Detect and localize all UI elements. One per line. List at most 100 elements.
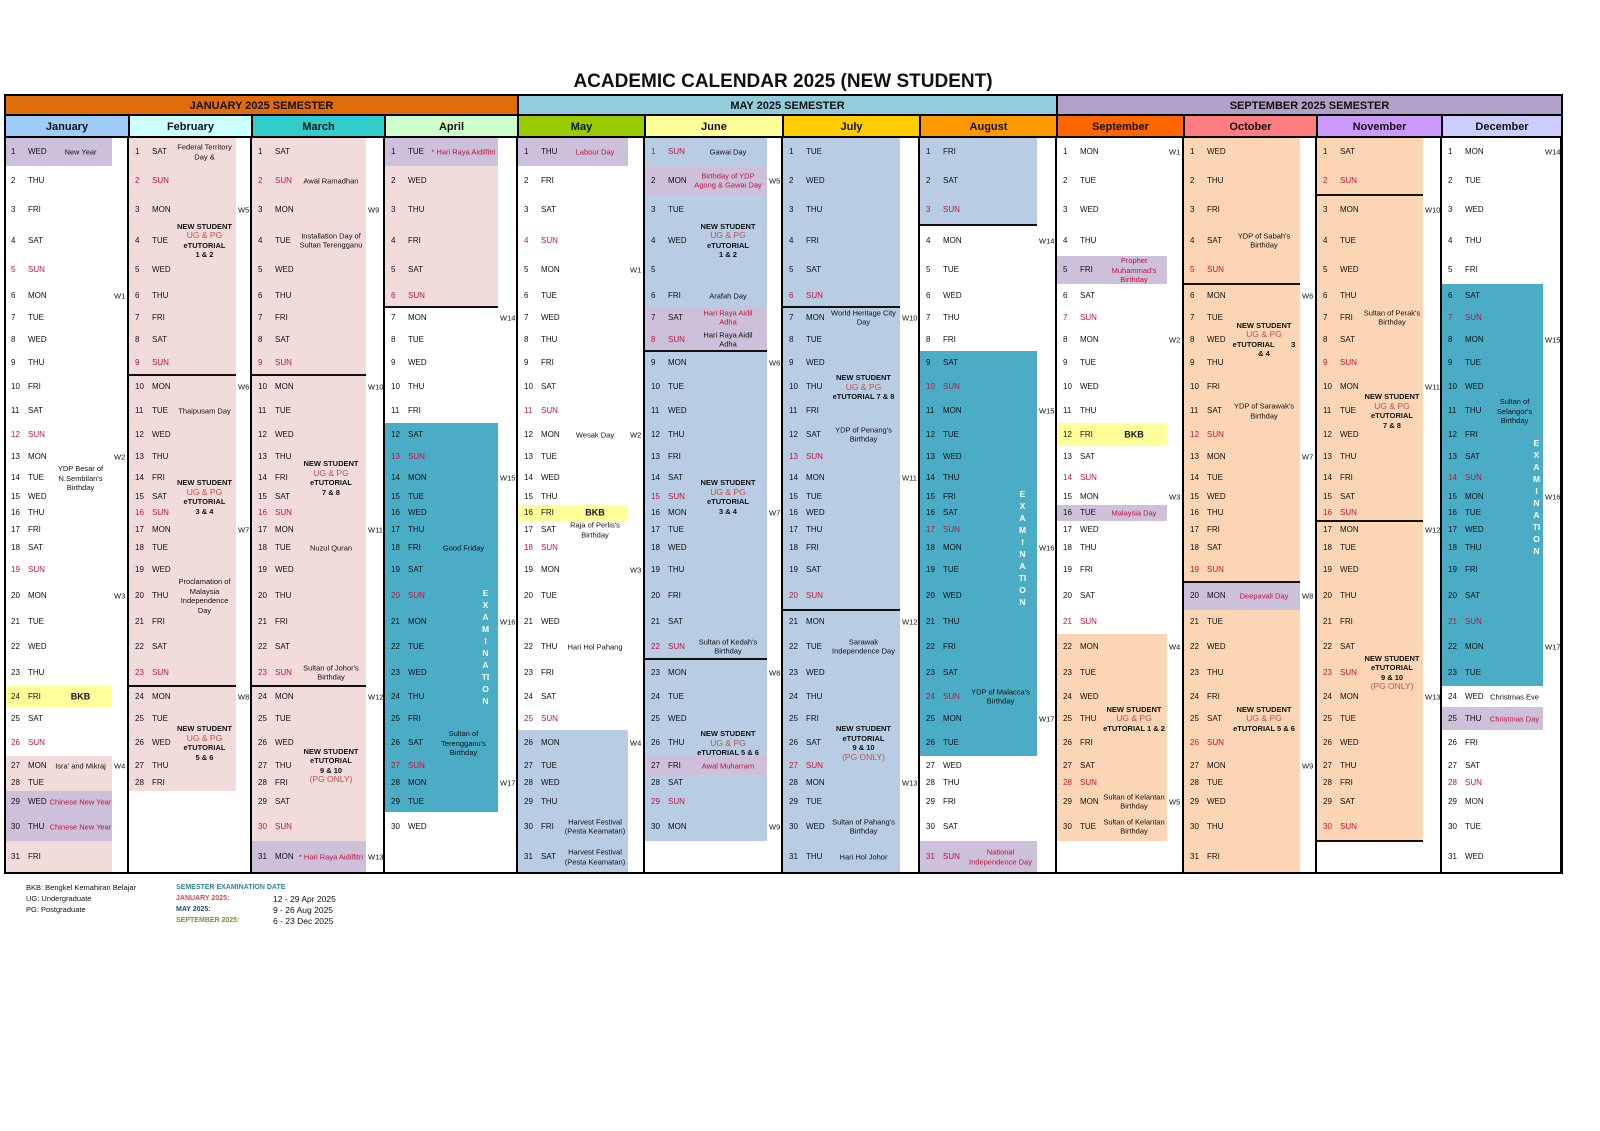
day-name: FRI bbox=[541, 508, 554, 517]
day-number: 10 bbox=[651, 382, 660, 391]
day-number: 22 bbox=[135, 641, 144, 651]
day-number: 15 bbox=[135, 492, 144, 501]
event-line: NEW STUDENT bbox=[1236, 704, 1292, 714]
shaded-range-peach bbox=[1184, 138, 1300, 582]
day-number: 30 bbox=[789, 821, 798, 831]
day-number: 5 bbox=[1063, 265, 1068, 274]
day-number: 20 bbox=[1190, 591, 1199, 600]
day-number: 16 bbox=[524, 508, 533, 517]
day-number: 10 bbox=[524, 382, 533, 391]
event-22: Sarawak Independence Day bbox=[827, 637, 900, 656]
day-name: WED bbox=[28, 796, 47, 806]
day-number: 30 bbox=[926, 821, 935, 831]
day-name: FRI bbox=[275, 473, 288, 482]
day-number: 11 bbox=[1448, 406, 1457, 415]
event-1: New Year bbox=[49, 147, 112, 157]
day-name: SAT bbox=[1080, 290, 1095, 300]
event-line: UG & PG bbox=[186, 230, 223, 240]
month-column-april: 1 TUE 2 WED 3 THU 4 FRI 5 SAT 6 SUN 7 MON 8 TUE 9 WED 10 TH… bbox=[385, 138, 518, 873]
day-name: FRI bbox=[943, 492, 956, 501]
day-name: THU bbox=[408, 525, 425, 534]
week-label: W15 bbox=[1545, 335, 1561, 344]
day-number: 12 bbox=[258, 429, 267, 439]
day-number: 21 bbox=[391, 617, 400, 626]
day-name: TUE bbox=[806, 796, 822, 806]
day-number: 29 bbox=[391, 796, 400, 806]
event-line: N.Sembilan's bbox=[58, 473, 103, 483]
day-number: 1 bbox=[1448, 147, 1453, 156]
week-label: W17 bbox=[1039, 714, 1055, 723]
day-number: 18 bbox=[11, 543, 20, 552]
event-23: NEW STUDENT eTUTORIAL 9 & 10 (PG ONLY) bbox=[1361, 654, 1423, 692]
day-name: TUE bbox=[1207, 617, 1223, 626]
day-number: 19 bbox=[926, 564, 935, 574]
event-line: Christmas Eve bbox=[1490, 691, 1539, 701]
event-line: Birthday bbox=[1378, 317, 1406, 327]
day-name: SAT bbox=[275, 641, 290, 651]
event-line: Sarawak bbox=[848, 637, 879, 646]
day-name: SUN bbox=[1340, 358, 1357, 367]
day-name: SUN bbox=[943, 691, 960, 701]
day-number: 23 bbox=[391, 667, 400, 677]
event-line: UG & PG bbox=[1374, 400, 1410, 411]
event-31: National Independence Day bbox=[964, 848, 1037, 867]
day-name: TUE bbox=[943, 265, 959, 274]
day-number: 23 bbox=[789, 667, 798, 677]
event-29: Sultan of Kelantan Birthday bbox=[1101, 792, 1167, 811]
day-number: 14 bbox=[1323, 473, 1332, 482]
day-number: 8 bbox=[135, 334, 140, 344]
day-name: THU bbox=[668, 429, 685, 439]
day-number: 12 bbox=[1323, 429, 1332, 439]
day-number: 26 bbox=[1448, 738, 1457, 747]
day-number: 27 bbox=[524, 760, 533, 770]
week-divider bbox=[1317, 194, 1423, 196]
day-number: 23 bbox=[1323, 667, 1332, 677]
shaded-range-blue bbox=[645, 138, 767, 166]
day-number: 29 bbox=[258, 796, 267, 806]
day-number: 3 bbox=[1448, 205, 1453, 214]
day-number: 1 bbox=[391, 147, 396, 156]
day-name: SAT bbox=[806, 265, 821, 274]
day-name: SAT bbox=[1340, 796, 1355, 806]
event-23: Sultan of Johor's Birthday bbox=[296, 663, 366, 682]
day-number: 30 bbox=[1190, 821, 1199, 831]
day-number: 13 bbox=[524, 451, 533, 461]
day-number: 20 bbox=[1063, 591, 1072, 600]
day-number: 4 bbox=[1323, 235, 1328, 245]
day-number: 24 bbox=[11, 691, 20, 701]
day-number: 4 bbox=[1448, 235, 1453, 245]
day-name: MON bbox=[1207, 451, 1226, 461]
day-number: 28 bbox=[1063, 778, 1072, 787]
day-number: 9 bbox=[1448, 358, 1453, 367]
day-name: FRI bbox=[28, 852, 41, 861]
week-label: W12 bbox=[1425, 525, 1441, 535]
day-name: THU bbox=[408, 691, 425, 701]
day-number: 3 bbox=[258, 205, 263, 214]
shaded-range-lavender bbox=[5, 791, 112, 841]
week-label: W10 bbox=[902, 313, 918, 322]
day-number: 13 bbox=[391, 451, 400, 461]
event-26: Sultan of Terengganu's Birthday bbox=[429, 729, 498, 758]
day-name: FRI bbox=[28, 382, 41, 391]
day-number: 7 bbox=[1323, 312, 1328, 322]
day-number: 28 bbox=[258, 778, 267, 787]
day-name: FRI bbox=[541, 667, 554, 677]
event-line: Sultan of bbox=[1499, 396, 1530, 406]
day-name: SAT bbox=[943, 508, 958, 517]
shaded-range-lavender bbox=[385, 138, 498, 166]
day-name: FRI bbox=[1207, 852, 1220, 861]
day-name: FRI bbox=[1080, 738, 1093, 747]
day-name: TUE bbox=[1340, 543, 1356, 552]
event-line: eTUTORIAL bbox=[1371, 663, 1413, 672]
day-name: SUN bbox=[806, 760, 823, 770]
day-number: 14 bbox=[258, 473, 267, 482]
event-30: Harvest Festival (Pesta Keamatan) bbox=[562, 817, 628, 836]
day-number: 1 bbox=[135, 147, 140, 156]
shaded-range-lavender bbox=[645, 166, 767, 195]
month-header-may: May bbox=[518, 115, 645, 138]
day-number: 1 bbox=[11, 147, 16, 156]
day-number: 24 bbox=[135, 691, 144, 701]
week-label: W11 bbox=[368, 525, 383, 535]
event-30: Chinese New Year bbox=[49, 822, 112, 832]
month-column-october: 1 WED 2 THU 3 FRI 4 SAT 5 SUN 6 MON 7 TUE 8 WED 9 THU 10 FR… bbox=[1184, 138, 1317, 873]
